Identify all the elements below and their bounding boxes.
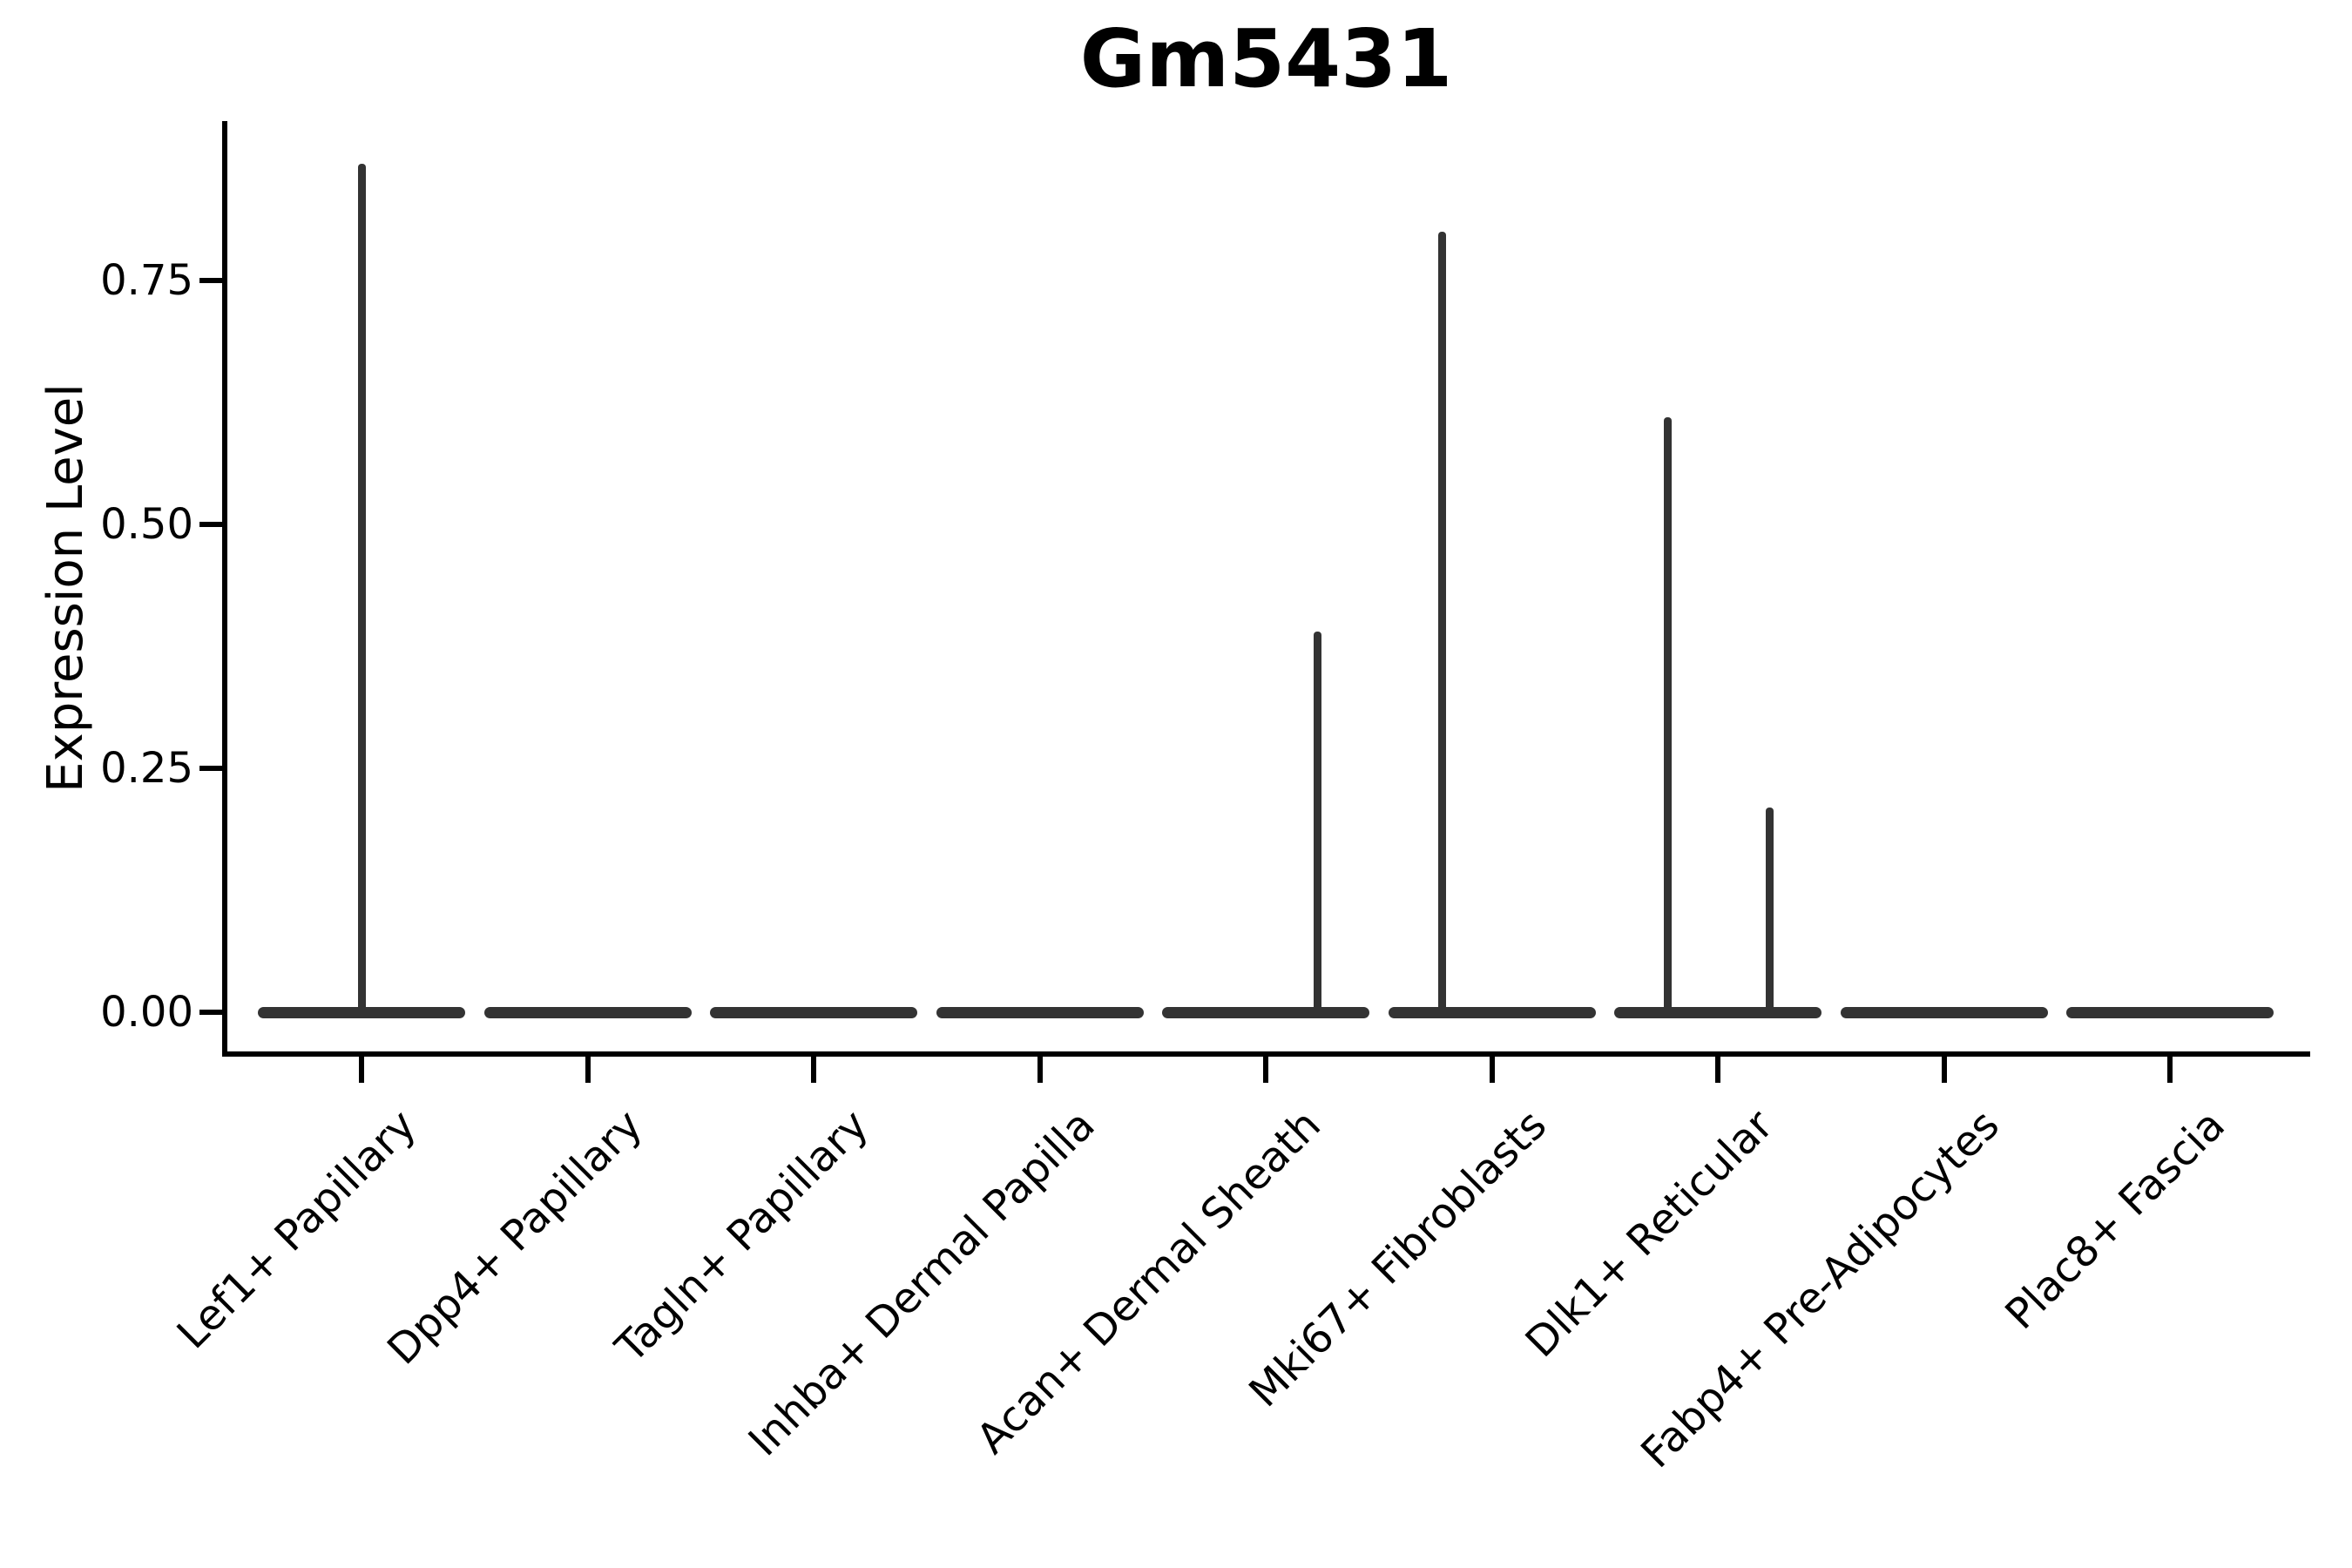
violin-body-bar: [1388, 1007, 1596, 1018]
violin-body-bar: [1162, 1007, 1369, 1018]
y-tick-label: 0.00: [100, 988, 193, 1037]
x-tick-mark: [811, 1057, 816, 1083]
x-tick-mark: [585, 1057, 591, 1083]
y-tick-mark: [199, 766, 222, 771]
violin-spike: [1664, 416, 1673, 1017]
violin-spike: [1766, 807, 1774, 1017]
violin-body-bar: [936, 1007, 1144, 1018]
violin-body-bar: [1840, 1007, 2048, 1018]
violin-body-bar: [2066, 1007, 2274, 1018]
violin-body-bar: [1614, 1007, 1821, 1018]
x-tick-mark: [359, 1057, 364, 1083]
x-tick-label: Fabp4+ Pre-Adipocytes: [1631, 1100, 2009, 1478]
y-tick-label: 0.25: [100, 744, 193, 793]
x-tick-mark: [1941, 1057, 1947, 1083]
x-tick-label: Plac8+ Fascia: [1996, 1100, 2235, 1339]
y-tick-mark: [199, 1010, 222, 1015]
y-tick-mark: [199, 278, 222, 283]
x-tick-label: Lef1+ Papillary: [168, 1100, 427, 1359]
violin-spike: [357, 163, 366, 1017]
violin-spike: [1437, 232, 1446, 1017]
y-tick-label: 0.75: [100, 256, 193, 305]
violin-body-bar: [483, 1007, 692, 1018]
x-tick-mark: [1489, 1057, 1495, 1083]
x-axis-line: [222, 1051, 2310, 1057]
y-axis-line: [222, 121, 227, 1057]
x-tick-mark: [1263, 1057, 1268, 1083]
violin-body-bar: [710, 1007, 917, 1018]
y-tick-label: 0.50: [100, 500, 193, 549]
violin-spike: [1314, 632, 1322, 1017]
y-tick-mark: [199, 522, 222, 527]
x-tick-mark: [1715, 1057, 1720, 1083]
x-tick-mark: [2167, 1057, 2173, 1083]
plot-title: Gm5431: [1079, 12, 1453, 105]
x-tick-mark: [1037, 1057, 1043, 1083]
